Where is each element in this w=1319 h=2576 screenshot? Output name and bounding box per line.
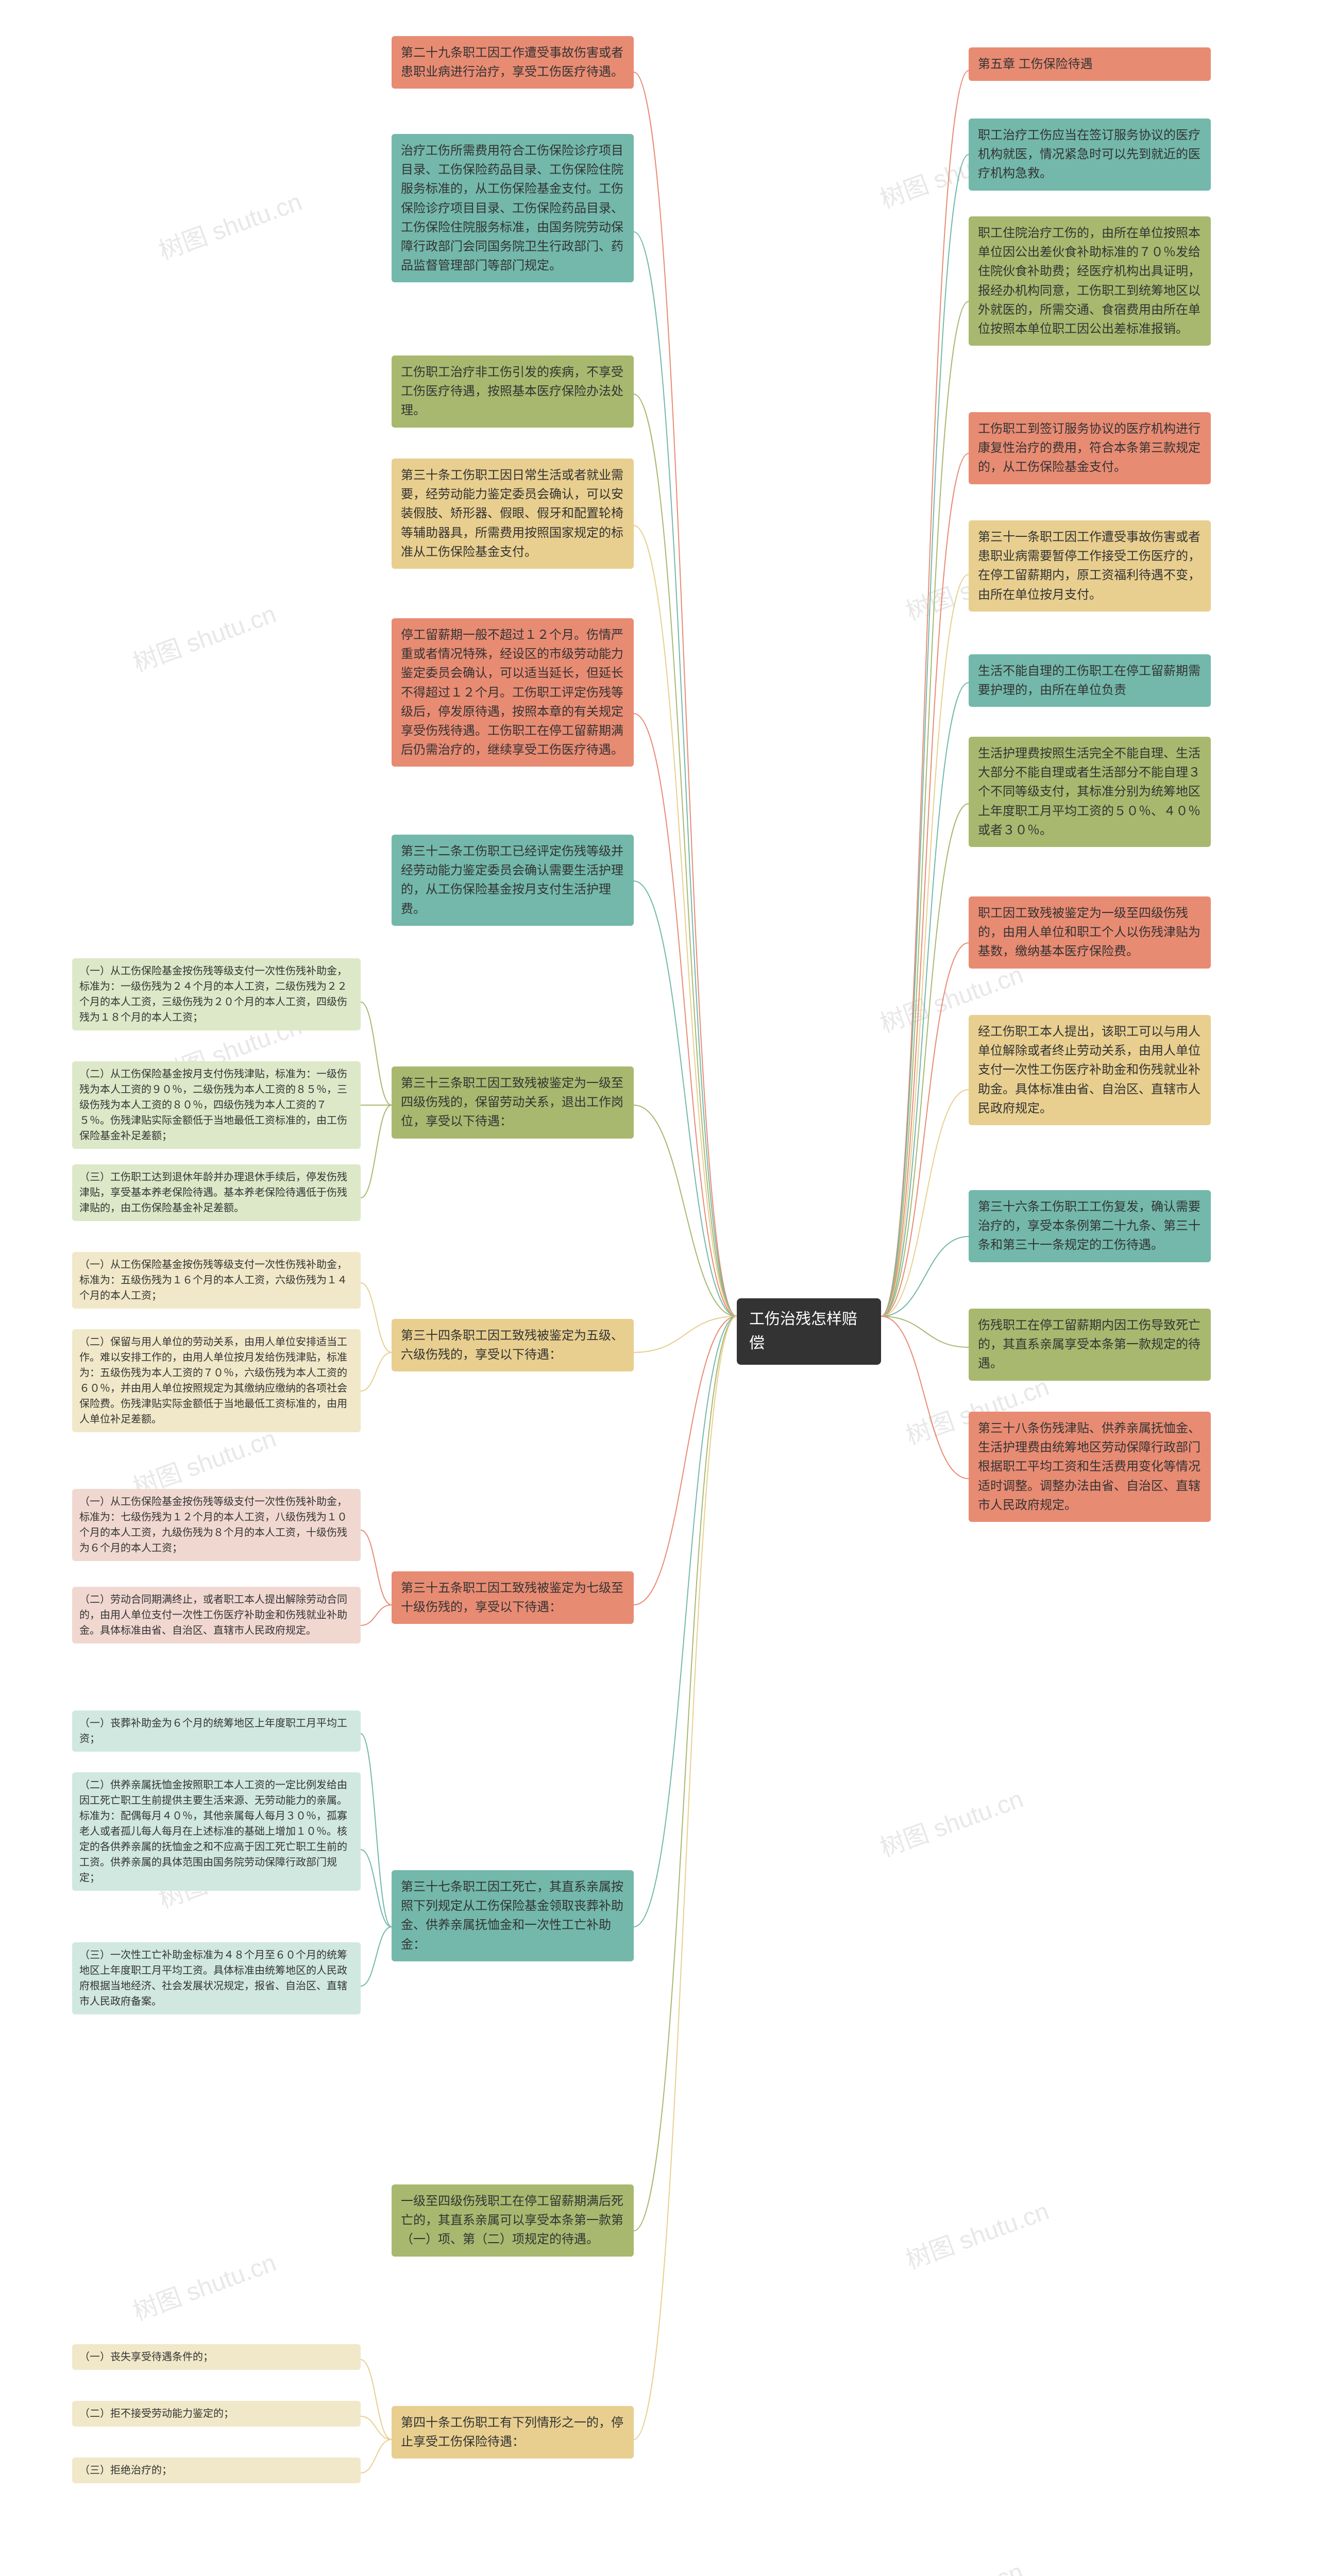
branch-node[interactable]: 职工住院治疗工伤的，由所在单位按照本单位因公出差伙食补助标准的７０％发给住院伙食… — [969, 216, 1211, 346]
branch-node[interactable]: （一）从工伤保险基金按伤残等级支付一次性伤残补助金，标准为：七级伤残为１２个月的… — [72, 1489, 361, 1561]
branch-node[interactable]: 伤残职工在停工留薪期内因工伤导致死亡的，其直系亲属享受本条第一款规定的待遇。 — [969, 1309, 1211, 1381]
branch-node[interactable]: 第三十三条职工因工致残被鉴定为一级至四级伤残的，保留劳动关系，退出工作岗位，享受… — [392, 1066, 634, 1139]
branch-node[interactable]: 第三十条工伤职工因日常生活或者就业需要，经劳动能力鉴定委员会确认，可以安装假肢、… — [392, 459, 634, 569]
branch-node[interactable]: （一）丧失享受待遇条件的； — [72, 2344, 361, 2370]
branch-node[interactable]: 停工留薪期一般不超过１２个月。伤情严重或者情况特殊，经设区的市级劳动能力鉴定委员… — [392, 618, 634, 767]
branch-node[interactable]: （二）保留与用人单位的劳动关系，由用人单位安排适当工作。难以安排工作的，由用人单… — [72, 1329, 361, 1432]
branch-node[interactable]: 经工伤职工本人提出，该职工可以与用人单位解除或者终止劳动关系，由用人单位支付一次… — [969, 1015, 1211, 1125]
branch-node[interactable]: （三）工伤职工达到退休年龄并办理退休手续后，停发伤残津贴，享受基本养老保险待遇。… — [72, 1164, 361, 1221]
branch-node[interactable]: （一）从工伤保险基金按伤残等级支付一次性伤残补助金，标准为：一级伤残为２４个月的… — [72, 958, 361, 1030]
branch-node[interactable]: 职工治疗工伤应当在签订服务协议的医疗机构就医，情况紧急时可以先到就近的医疗机构急… — [969, 118, 1211, 191]
branch-node[interactable]: （一）丧葬补助金为６个月的统筹地区上年度职工月平均工资； — [72, 1710, 361, 1752]
branch-node[interactable]: 工伤职工治疗非工伤引发的疾病，不享受工伤医疗待遇，按照基本医疗保险办法处理。 — [392, 355, 634, 428]
branch-node[interactable]: （三）一次性工亡补助金标准为４８个月至６０个月的统筹地区上年度职工月平均工资。具… — [72, 1942, 361, 2014]
branch-node[interactable]: （二）劳动合同期满终止，或者职工本人提出解除劳动合同的，由用人单位支付一次性工伤… — [72, 1587, 361, 1643]
watermark: 树图 shutu.cn — [874, 2551, 1027, 2576]
watermark: 树图 shutu.cn — [874, 1778, 1027, 1863]
branch-node[interactable]: （二）拒不接受劳动能力鉴定的； — [72, 2401, 361, 2427]
branch-node[interactable]: 第三十四条职工因工致残被鉴定为五级、六级伤残的，享受以下待遇： — [392, 1319, 634, 1371]
branch-node[interactable]: 第四十条工伤职工有下列情形之一的，停止享受工伤保险待遇： — [392, 2406, 634, 2459]
branch-node[interactable]: 治疗工伤所需费用符合工伤保险诊疗项目目录、工伤保险药品目录、工伤保险住院服务标准… — [392, 134, 634, 282]
branch-node[interactable]: 第三十一条职工因工作遭受事故伤害或者患职业病需要暂停工作接受工伤医疗的，在停工留… — [969, 520, 1211, 612]
branch-node[interactable]: （三）拒绝治疗的； — [72, 2458, 361, 2483]
mindmap-canvas: 树图 shutu.cn 树图 shutu.cn 树图 shutu.cn 树图 shut… — [0, 0, 1319, 2576]
watermark: 树图 shutu.cn — [127, 2242, 280, 2327]
branch-node[interactable]: 职工因工致残被鉴定为一级至四级伤残的，由用人单位和职工个人以伤残津贴为基数，缴纳… — [969, 896, 1211, 969]
watermark: 树图 shutu.cn — [900, 2191, 1053, 2276]
branch-node[interactable]: 生活不能自理的工伤职工在停工留薪期需要护理的，由所在单位负责 — [969, 654, 1211, 707]
branch-node[interactable]: （二）从工伤保险基金按月支付伤残津贴，标准为：一级伤残为本人工资的９０％，二级伤… — [72, 1061, 361, 1149]
branch-node[interactable]: 生活护理费按照生活完全不能自理、生活大部分不能自理或者生活部分不能自理３个不同等… — [969, 737, 1211, 847]
branch-node[interactable]: 工伤职工到签订服务协议的医疗机构进行康复性治疗的费用，符合本条第三款规定的，从工… — [969, 412, 1211, 484]
watermark: 树图 shutu.cn — [153, 181, 306, 266]
branch-node[interactable]: （二）供养亲属抚恤金按照职工本人工资的一定比例发给由因工死亡职工生前提供主要生活… — [72, 1772, 361, 1891]
root-node[interactable]: 工伤治残怎样赔偿 — [737, 1298, 881, 1365]
branch-node[interactable]: 第三十六条工伤职工工伤复发，确认需要治疗的，享受本条例第二十九条、第三十条和第三… — [969, 1190, 1211, 1262]
branch-node[interactable]: （一）从工伤保险基金按伤残等级支付一次性伤残补助金，标准为：五级伤残为１６个月的… — [72, 1252, 361, 1309]
branch-node[interactable]: 第三十五条职工因工致残被鉴定为七级至十级伤残的，享受以下待遇： — [392, 1571, 634, 1624]
watermark: 树图 shutu.cn — [127, 594, 280, 679]
branch-node[interactable]: 一级至四级伤残职工在停工留薪期满后死亡的，其直系亲属可以享受本条第一款第（一）项… — [392, 2184, 634, 2257]
branch-node[interactable]: 第三十七条职工因工死亡，其直系亲属按照下列规定从工伤保险基金领取丧葬补助金、供养… — [392, 1870, 634, 1961]
branch-node[interactable]: 第五章 工伤保险待遇 — [969, 47, 1211, 81]
branch-node[interactable]: 第三十八条伤残津贴、供养亲属抚恤金、生活护理费由统筹地区劳动保障行政部门根据职工… — [969, 1412, 1211, 1522]
branch-node[interactable]: 第三十二条工伤职工已经评定伤残等级并经劳动能力鉴定委员会确认需要生活护理的，从工… — [392, 835, 634, 926]
branch-node[interactable]: 第二十九条职工因工作遭受事故伤害或者患职业病进行治疗，享受工伤医疗待遇。 — [392, 36, 634, 89]
